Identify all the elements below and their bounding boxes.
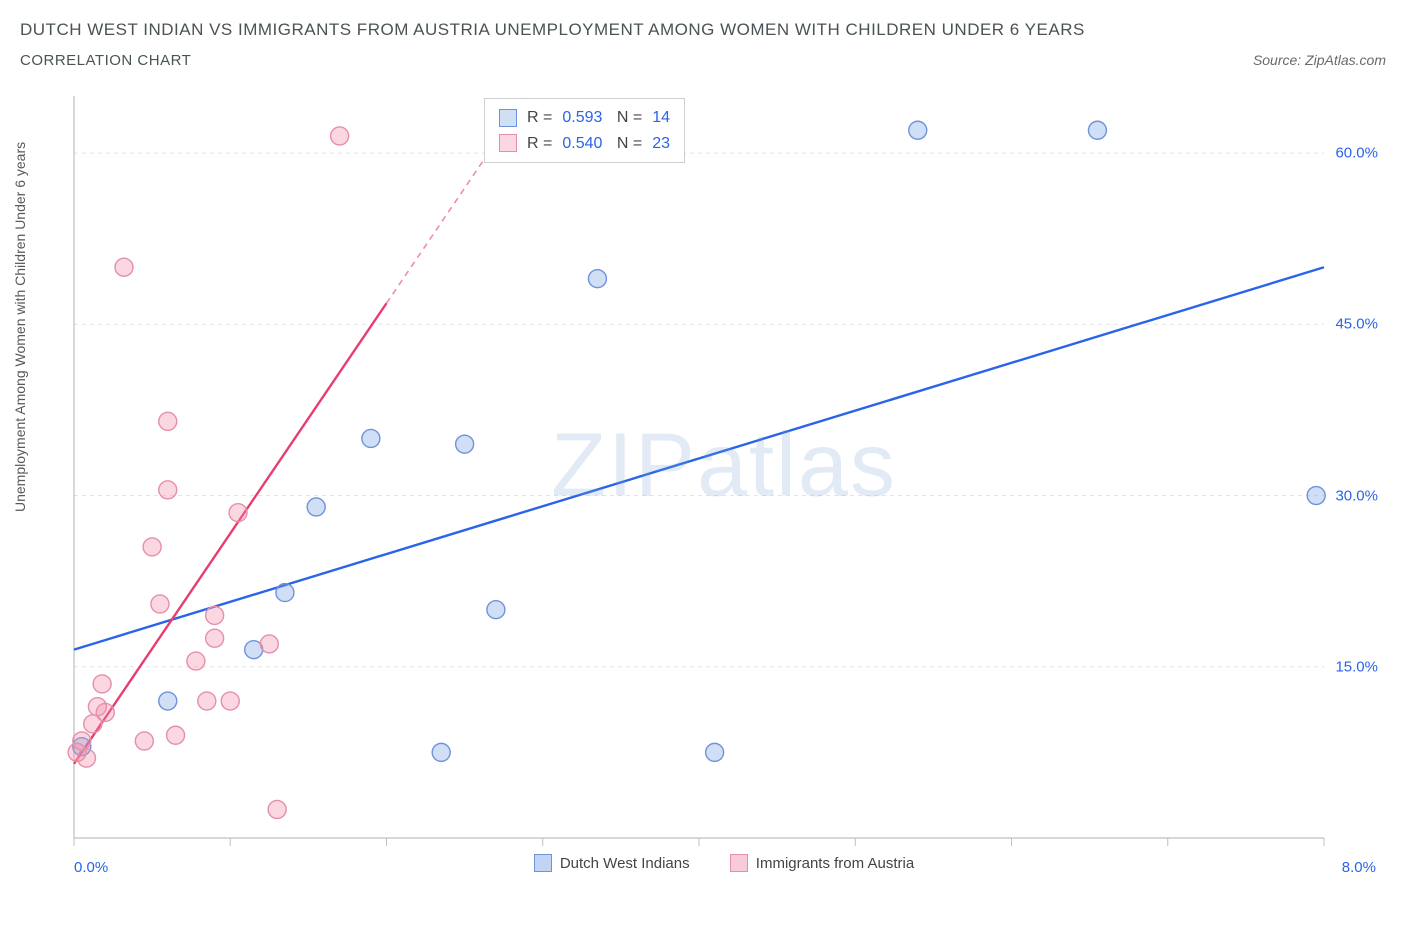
legend-swatch-0 — [499, 109, 517, 127]
legend-item-1: Immigrants from Austria — [730, 854, 914, 872]
legend-item-0: Dutch West Indians — [534, 854, 690, 872]
legend-r-value-1: 0.540 — [562, 131, 602, 157]
chart-subtitle: CORRELATION CHART — [20, 52, 191, 69]
scatter-plot: ZIPatlas R = 0.593 N = 14 R = 0.540 N = … — [66, 92, 1382, 872]
legend-label-0: Dutch West Indians — [560, 855, 690, 872]
legend-r-value-0: 0.593 — [562, 105, 602, 131]
correlation-legend: R = 0.593 N = 14 R = 0.540 N = 23 — [484, 98, 685, 163]
y-tick-label: 30.0% — [1335, 487, 1378, 504]
legend-n-label: N = — [612, 131, 642, 157]
y-tick-label: 45.0% — [1335, 316, 1378, 333]
legend-swatch-bottom-0 — [534, 854, 552, 872]
legend-r-label: R = — [527, 131, 552, 157]
chart-title: DUTCH WEST INDIAN VS IMMIGRANTS FROM AUS… — [20, 18, 1386, 42]
legend-row-1: R = 0.540 N = 23 — [499, 131, 670, 157]
series-legend: Dutch West Indians Immigrants from Austr… — [66, 854, 1382, 876]
legend-n-label: N = — [612, 105, 642, 131]
plot-svg — [66, 92, 1382, 872]
y-tick-label: 60.0% — [1335, 145, 1378, 162]
legend-n-value-0: 14 — [652, 105, 670, 131]
y-axis-label: Unemployment Among Women with Children U… — [12, 142, 28, 512]
y-tick-label: 15.0% — [1335, 658, 1378, 675]
legend-row-0: R = 0.593 N = 14 — [499, 105, 670, 131]
source-label: Source: ZipAtlas.com — [1253, 52, 1386, 68]
legend-r-label: R = — [527, 105, 552, 131]
legend-swatch-bottom-1 — [730, 854, 748, 872]
legend-n-value-1: 23 — [652, 131, 670, 157]
legend-label-1: Immigrants from Austria — [756, 855, 914, 872]
legend-swatch-1 — [499, 134, 517, 152]
